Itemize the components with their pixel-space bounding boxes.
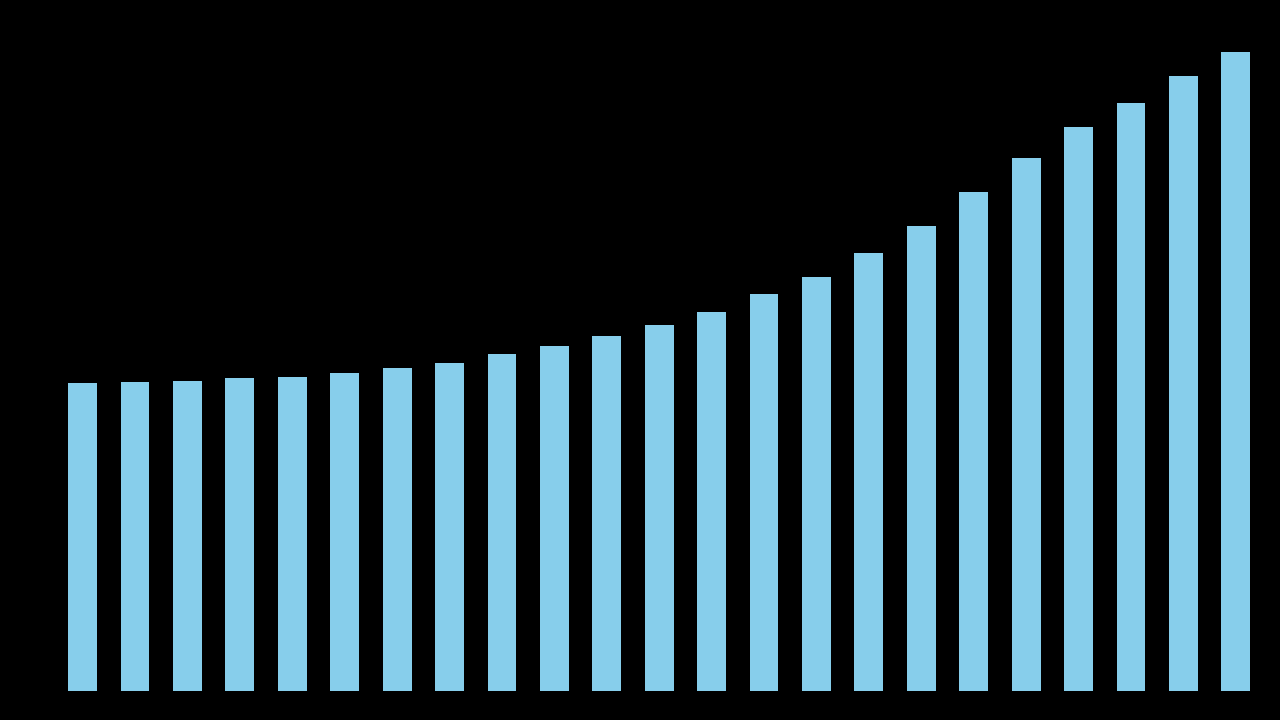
Bar (698, 312, 726, 691)
Bar (330, 373, 360, 691)
Bar (906, 226, 936, 691)
Bar (383, 368, 412, 691)
Bar (435, 363, 463, 691)
Bar (68, 383, 97, 691)
Bar (855, 253, 883, 691)
Bar (1064, 127, 1093, 691)
Bar (173, 381, 202, 691)
Bar (750, 294, 778, 691)
Bar (1011, 158, 1041, 691)
Bar (1116, 103, 1146, 691)
Bar (1221, 52, 1251, 691)
Bar (803, 277, 831, 691)
Bar (645, 325, 673, 691)
Bar (1169, 76, 1198, 691)
Bar (959, 192, 988, 691)
Bar (120, 382, 150, 691)
Bar (278, 377, 307, 691)
Bar (225, 378, 255, 691)
Bar (488, 354, 516, 691)
Bar (593, 336, 621, 691)
Bar (540, 346, 568, 691)
